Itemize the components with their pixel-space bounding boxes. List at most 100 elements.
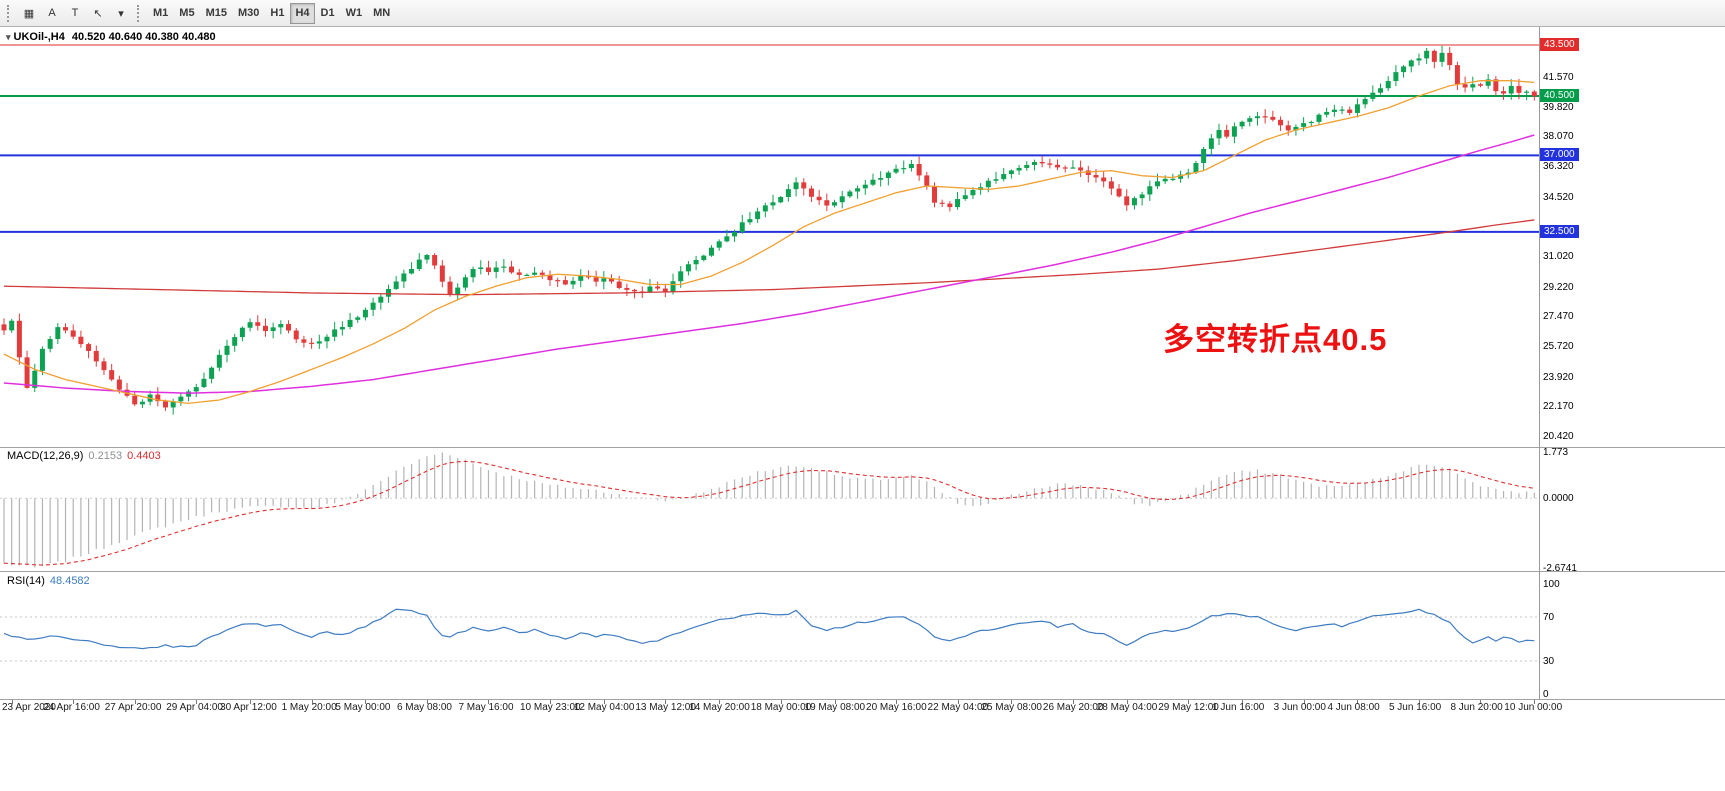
time-label: 25 May 08:00 [981,702,1042,713]
rsi-name: RSI(14) [7,575,45,587]
rsi-label: RSI(14) 48.4582 [7,575,95,587]
rsi-axis-label: 0 [1543,689,1549,700]
price-tick-label: 31.020 [1543,250,1574,262]
chart-symbol-timeframe: UKOil-,H4 [13,31,65,43]
symbol-dropdown-icon[interactable]: ▾ [6,32,11,42]
time-label: 1 Jun 16:00 [1212,702,1265,713]
time-tick [1418,700,1420,704]
time-label: 14 May 20:00 [689,702,750,713]
candlestick-chart[interactable] [0,27,1539,447]
time-tick [1303,700,1305,704]
macd-indicator-chart[interactable] [0,448,1539,571]
time-label: 23 Apr 2020 [2,702,56,713]
time-axis-separator [0,699,1725,700]
time-label: 29 May 12:00 [1158,702,1219,713]
time-tick [196,700,198,704]
time-tick [1357,700,1359,704]
time-tick [426,700,428,704]
price-line-label: 37.000 [1540,148,1579,162]
time-tick [719,700,721,704]
time-tick [11,700,13,704]
time-tick [488,700,490,704]
time-label: 18 May 00:00 [750,702,812,713]
time-label: 4 Jun 08:00 [1327,702,1380,713]
macd-pane-separator[interactable] [0,447,1725,448]
time-tick [957,700,959,704]
timeframe-mn[interactable]: MN [368,3,395,24]
text-label-tool-icon[interactable]: T [64,3,86,24]
time-tick [665,700,667,704]
macd-axis-label: 0.0000 [1543,493,1574,505]
time-label: 19 May 08:00 [804,702,866,713]
timeframe-m15[interactable]: M15 [201,3,232,24]
macd-axis-label: -2.6741 [1543,563,1577,574]
time-tick [1126,700,1128,704]
time-tick [134,700,136,704]
price-tick-label: 39.820 [1543,101,1574,113]
price-tick-label: 29.220 [1543,281,1574,293]
macd-name: MACD(12,26,9) [7,450,84,462]
price-line-label: 43.500 [1540,38,1579,51]
cursor-tool-icon[interactable]: ↖ [87,3,109,24]
time-tick [1480,700,1482,704]
macd-signal-value: 0.4403 [127,450,161,462]
rsi-value: 48.4582 [49,575,90,587]
time-label: 5 May 00:00 [335,702,391,713]
time-tick [1534,700,1536,704]
time-label: 6 May 08:00 [396,702,452,713]
time-label: 7 May 16:00 [458,702,514,713]
time-label: 1 May 20:00 [281,702,337,713]
price-tick-label: 34.520 [1543,191,1574,203]
price-tick-label: 36.320 [1543,160,1574,172]
rsi-pane-separator[interactable] [0,571,1725,572]
time-tick [1188,700,1190,704]
timeframe-h4[interactable]: H4 [290,2,315,24]
time-tick [250,700,252,704]
time-label: 8 Jun 20:00 [1450,702,1503,713]
chart-annotation: 多空转折点40.5 [1163,322,1388,357]
time-label: 10 Jun 00:00 [1504,702,1563,713]
top-toolbar: ▦ A T ↖ ▾ M1 M5 M15 M30 H1 H4 D1 W1 MN [0,0,1725,27]
price-tick-label: 20.420 [1543,430,1574,442]
chart-ohlc-values: 40.520 40.640 40.380 40.480 [71,31,216,43]
time-tick [1072,700,1074,704]
timeframe-w1[interactable]: W1 [341,3,368,24]
time-tick [1011,700,1013,704]
time-label: 26 May 20:00 [1042,702,1104,713]
time-label: 28 May 04:00 [1096,702,1158,713]
time-label: 10 May 23:00 [519,702,581,713]
timeframe-m30[interactable]: M30 [233,3,264,24]
time-label: 24 Apr 16:00 [43,702,100,713]
timeframe-toolbar-drag-handle[interactable] [137,4,143,22]
time-label: 20 May 16:00 [866,702,927,713]
time-label: 12 May 04:00 [573,702,635,713]
time-tick [896,700,898,704]
time-label: 27 Apr 20:00 [104,702,162,713]
time-label: 30 Apr 12:00 [220,702,277,713]
tile-windows-icon[interactable]: ▦ [18,3,40,24]
timeframe-m1[interactable]: M1 [148,3,173,24]
macd-label: MACD(12,26,9) 0.2153 0.4403 [7,450,166,462]
auto-scroll-icon[interactable]: A [41,3,63,24]
timeframe-d1[interactable]: D1 [316,3,340,24]
time-tick [834,700,836,704]
rsi-indicator-chart[interactable] [0,572,1539,699]
toolbar-drag-handle[interactable] [7,4,13,22]
price-line-label: 40.500 [1540,88,1579,102]
timeframe-buttons-group: M1 M5 M15 M30 H1 H4 D1 W1 MN [148,2,395,24]
price-tick-label: 25.720 [1543,340,1574,352]
tools-dropdown-icon[interactable]: ▾ [110,3,132,24]
macd-axis-label: 1.773 [1543,447,1569,458]
price-line-label: 32.500 [1540,224,1579,238]
time-tick [780,700,782,704]
timeframe-m5[interactable]: M5 [174,3,199,24]
time-tick [365,700,367,704]
timeframe-h1[interactable]: H1 [265,3,289,24]
rsi-axis-label: 30 [1543,656,1555,667]
time-label: 29 Apr 04:00 [166,702,223,713]
price-tick-label: 38.070 [1543,131,1574,143]
chart-tools-group: ▦ A T ↖ ▾ [18,3,132,24]
time-label: 22 May 04:00 [927,702,989,713]
time-label: 3 Jun 00:00 [1273,702,1326,713]
